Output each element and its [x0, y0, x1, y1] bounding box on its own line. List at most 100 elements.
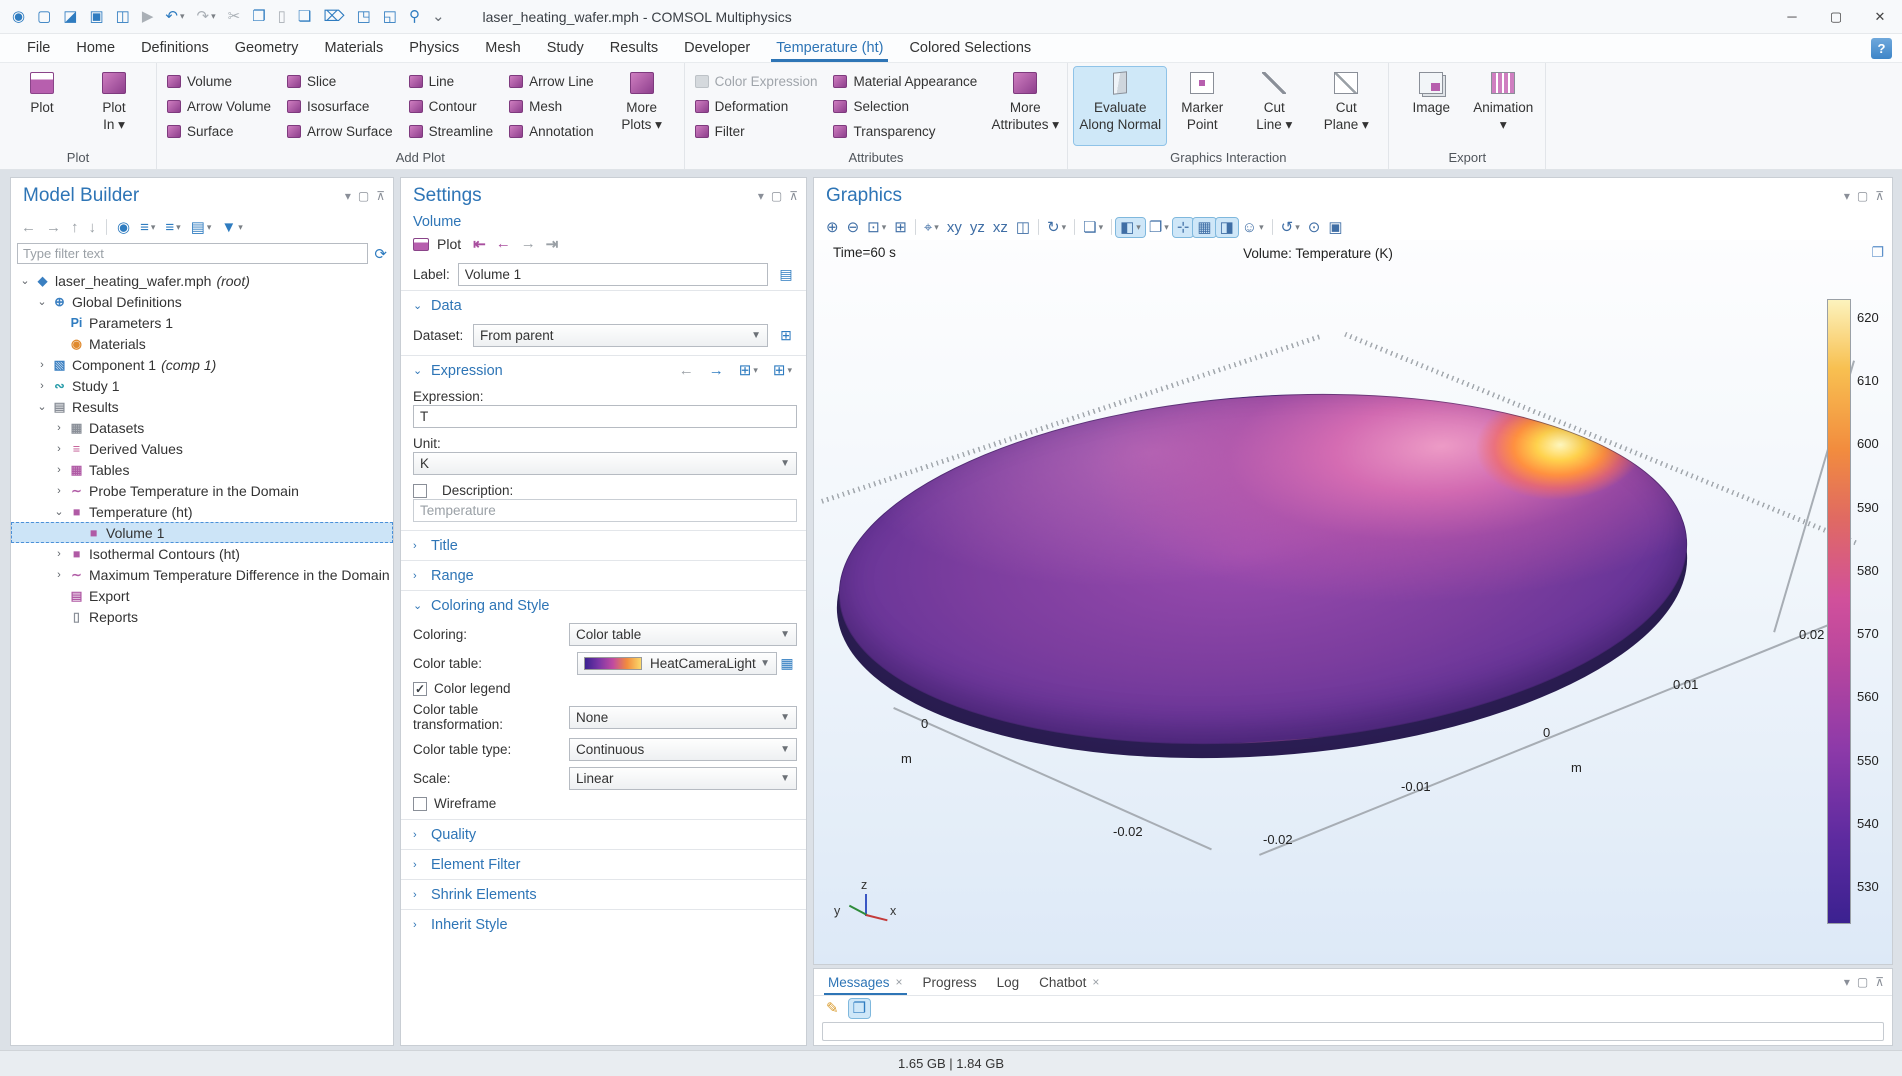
- rename-icon[interactable]: ▤: [776, 266, 796, 283]
- toolbar-button[interactable]: ◨: [1216, 218, 1238, 237]
- ribbon-item[interactable]: Isosurface: [283, 94, 405, 119]
- toolbar-button[interactable]: ✂: [224, 7, 245, 26]
- plot-button[interactable]: Plot: [437, 236, 461, 252]
- tree-item[interactable]: ›■Isothermal Contours (ht): [11, 543, 393, 564]
- toolbar-button[interactable]: ▤▾: [187, 218, 216, 237]
- toolbar-button[interactable]: ⊞▾: [735, 361, 762, 380]
- toolbar-button[interactable]: ▣: [85, 7, 107, 26]
- toolbar-button[interactable]: ⊙: [1304, 218, 1325, 237]
- tree-item[interactable]: ◉Materials: [11, 333, 393, 354]
- toolbar-button[interactable]: ▼▾: [217, 218, 246, 237]
- tree-expander[interactable]: ⌄: [34, 400, 50, 413]
- ribbon-tab[interactable]: Home: [63, 34, 128, 62]
- toolbar-button[interactable]: →: [42, 218, 65, 237]
- coloring-select[interactable]: Color table ▼: [569, 623, 797, 646]
- refresh-icon[interactable]: ⟳: [374, 245, 387, 263]
- ribbon-tab[interactable]: Definitions: [128, 34, 222, 62]
- toolbar-button[interactable]: ◧▾: [1116, 218, 1145, 237]
- ribbon-big-button[interactable]: MarkerPoint: [1166, 67, 1238, 145]
- pin-panel-icon[interactable]: ⊼: [789, 189, 798, 203]
- tree-item[interactable]: ›∼Maximum Temperature Difference in the …: [11, 564, 393, 585]
- messages-output-field[interactable]: [822, 1022, 1884, 1041]
- ribbon-item[interactable]: Mesh: [505, 94, 606, 119]
- tree-expander[interactable]: ›: [51, 422, 67, 434]
- pin-panel-icon[interactable]: ⊼: [376, 189, 385, 203]
- ribbon-big-button[interactable]: Plot: [6, 67, 78, 145]
- float-panel-icon[interactable]: ▢: [1857, 975, 1868, 989]
- ribbon-item[interactable]: Streamline: [405, 119, 506, 144]
- ribbon-tab[interactable]: Geometry: [222, 34, 312, 62]
- window-control[interactable]: ─: [1770, 0, 1814, 33]
- toolbar-button[interactable]: ◉: [113, 218, 134, 237]
- ribbon-item[interactable]: Filter: [691, 119, 830, 144]
- plot-canvas[interactable]: Time=60 s Volume: Temperature (K) ❐ 6206…: [814, 240, 1892, 964]
- ribbon-tab[interactable]: Mesh: [472, 34, 533, 62]
- ribbon-item[interactable]: Volume: [163, 69, 283, 94]
- ribbon-tab[interactable]: Physics: [396, 34, 472, 62]
- toolbar-button[interactable]: ◪: [59, 7, 81, 26]
- ribbon-tab[interactable]: Study: [534, 34, 597, 62]
- tree-expander[interactable]: ›: [51, 485, 67, 497]
- go-to-dataset-icon[interactable]: ⊞: [776, 327, 796, 344]
- help-icon[interactable]: ?: [1871, 38, 1892, 59]
- toolbar-button[interactable]: [1074, 219, 1075, 235]
- tree-item[interactable]: ▯Reports: [11, 606, 393, 627]
- toolbar-button[interactable]: ◱: [379, 7, 401, 26]
- ribbon-big-button[interactable]: Animation▾: [1467, 67, 1539, 145]
- messages-tab[interactable]: Progress: [913, 969, 987, 995]
- toolbar-button[interactable]: ❐: [248, 7, 269, 26]
- tree-filter-input[interactable]: [17, 243, 368, 264]
- tree-expander[interactable]: ⌄: [17, 274, 33, 287]
- toolbar-button[interactable]: ↓: [85, 218, 101, 237]
- tree-expander[interactable]: ›: [51, 443, 67, 455]
- panel-menu-icon[interactable]: ▾: [1844, 975, 1850, 989]
- section-header[interactable]: › Title: [401, 531, 806, 560]
- tree-item[interactable]: ⌄◆laser_heating_wafer.mph(root): [11, 270, 393, 291]
- toolbar-button[interactable]: ⚲: [405, 7, 424, 26]
- toolbar-button[interactable]: [106, 219, 107, 235]
- ribbon-item[interactable]: Transparency: [829, 119, 989, 144]
- edit-color-table-icon[interactable]: ▦: [777, 655, 797, 672]
- toolbar-button[interactable]: ❐: [849, 999, 870, 1018]
- toolbar-button[interactable]: ❐▾: [1145, 218, 1173, 237]
- pin-panel-icon[interactable]: ⊼: [1875, 975, 1884, 989]
- scale-select[interactable]: Linear ▼: [569, 767, 797, 790]
- label-input[interactable]: [458, 263, 768, 286]
- tree-item[interactable]: ›▧Component 1(comp 1): [11, 354, 393, 375]
- tree-expander[interactable]: ›: [34, 380, 50, 392]
- description-checkbox[interactable]: [413, 484, 427, 498]
- toolbar-button[interactable]: ⊞: [890, 218, 911, 237]
- window-control[interactable]: ▢: [1814, 0, 1858, 33]
- ribbon-item[interactable]: Deformation: [691, 94, 830, 119]
- ribbon-big-button[interactable]: CutPlane ▾: [1310, 67, 1382, 145]
- tree-item[interactable]: ⌄■Temperature (ht): [11, 501, 393, 522]
- ribbon-big-button[interactable]: PlotIn ▾: [78, 67, 150, 145]
- toolbar-button[interactable]: ≡▾: [161, 218, 184, 237]
- ribbon-big-button[interactable]: EvaluateAlong Normal: [1074, 67, 1166, 145]
- panel-menu-icon[interactable]: ▾: [758, 189, 764, 203]
- tree-item[interactable]: ›∼Probe Temperature in the Domain: [11, 480, 393, 501]
- ribbon-big-button[interactable]: CutLine ▾: [1238, 67, 1310, 145]
- tree-item[interactable]: ▤Export: [11, 585, 393, 606]
- ribbon-item[interactable]: Line: [405, 69, 506, 94]
- ribbon-item[interactable]: Arrow Volume: [163, 94, 283, 119]
- toolbar-button[interactable]: ❏▾: [1079, 218, 1107, 237]
- panel-menu-icon[interactable]: ▾: [345, 189, 351, 203]
- window-control[interactable]: ✕: [1858, 0, 1902, 33]
- ribbon-tab[interactable]: Temperature (ht): [763, 34, 896, 62]
- toolbar-button[interactable]: ←: [17, 218, 40, 237]
- toolbar-button[interactable]: ▦: [1193, 218, 1215, 237]
- tree-item[interactable]: ›▦Tables: [11, 459, 393, 480]
- toolbar-button[interactable]: ◳: [353, 7, 375, 26]
- tree-expander[interactable]: ⌄: [51, 505, 67, 518]
- toolbar-button[interactable]: ▣: [1324, 218, 1346, 237]
- toolbar-button[interactable]: [1111, 219, 1112, 235]
- toolbar-button[interactable]: ▯: [274, 7, 290, 26]
- float-panel-icon[interactable]: ▢: [358, 189, 369, 203]
- messages-tab[interactable]: Chatbot×: [1029, 969, 1109, 995]
- dataset-select[interactable]: From parent ▼: [473, 324, 768, 347]
- ribbon-tab[interactable]: Developer: [671, 34, 763, 62]
- plot-previous-icon[interactable]: ←: [496, 235, 511, 253]
- tree-expander[interactable]: ›: [51, 569, 67, 581]
- plot-next-icon[interactable]: →: [521, 235, 536, 253]
